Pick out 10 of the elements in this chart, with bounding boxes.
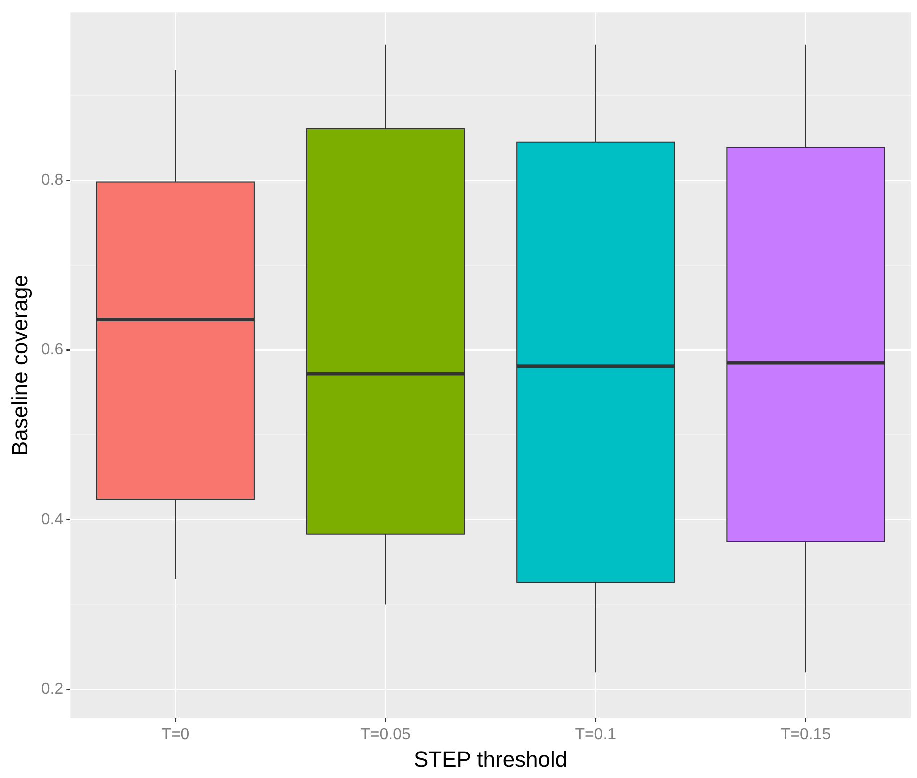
x-tick-label: T=0.1 [575,726,617,744]
y-tick-label: 0.2 [41,680,64,698]
y-axis-title: Baseline coverage [7,274,32,456]
x-tick-label: T=0.05 [360,726,412,744]
x-tick-label: T=0 [162,726,190,744]
y-tick-label: 0.4 [41,511,64,528]
x-tick-label: T=0.15 [780,726,832,744]
y-tick-label: 0.8 [41,172,64,189]
x-axis-title: STEP threshold [414,746,568,772]
y-tick-label: 0.6 [41,342,64,359]
